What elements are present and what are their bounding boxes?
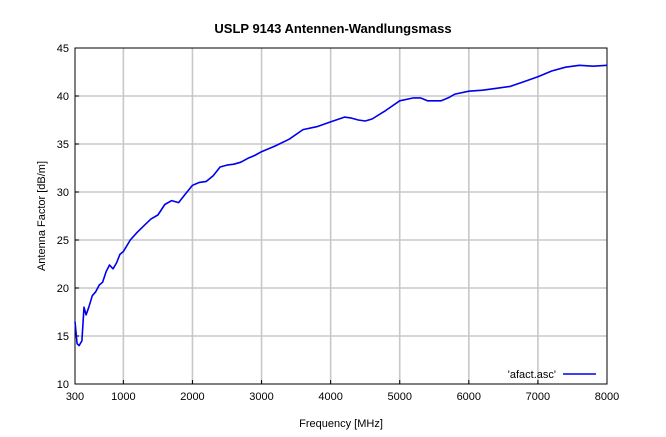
- y-tick-label-40: 40: [57, 91, 69, 103]
- series-line-0: [74, 64, 608, 347]
- y-tick-label-45: 45: [57, 43, 69, 55]
- y-tick-label-10: 10: [57, 379, 69, 391]
- legend-label: 'afact.asc': [508, 369, 556, 381]
- x-tick-label-8000: 8000: [595, 391, 619, 403]
- legend: 'afact.asc': [508, 369, 596, 381]
- grid: [75, 48, 607, 384]
- y-tick-label-35: 35: [57, 139, 69, 151]
- y-tick-label-25: 25: [57, 235, 69, 247]
- y-tick-label-15: 15: [57, 331, 69, 343]
- plot-frame: [74, 47, 608, 385]
- y-tick-label-20: 20: [57, 283, 69, 295]
- series-layer: [74, 64, 608, 347]
- x-tick-label-2000: 2000: [180, 391, 204, 403]
- x-tick-label-300: 300: [66, 391, 84, 403]
- x-tick-label-3000: 3000: [249, 391, 273, 403]
- ticks: 300 1000 2000 3000 4000 5000 6000 7000 8000 10 15 2…: [57, 43, 619, 403]
- x-tick-label-5000: 5000: [387, 391, 411, 403]
- x-tick-label-4000: 4000: [318, 391, 342, 403]
- x-tick-label-1000: 1000: [111, 391, 135, 403]
- x-tick-label-6000: 6000: [457, 391, 481, 403]
- y-axis-label: Antenna Factor [dB/m]: [36, 161, 48, 271]
- chart-title: USLP 9143 Antennen-Wandlungsmass: [214, 21, 451, 36]
- x-tick-label-7000: 7000: [526, 391, 550, 403]
- y-tick-label-30: 30: [57, 187, 69, 199]
- x-axis-label: Frequency [MHz]: [299, 418, 383, 430]
